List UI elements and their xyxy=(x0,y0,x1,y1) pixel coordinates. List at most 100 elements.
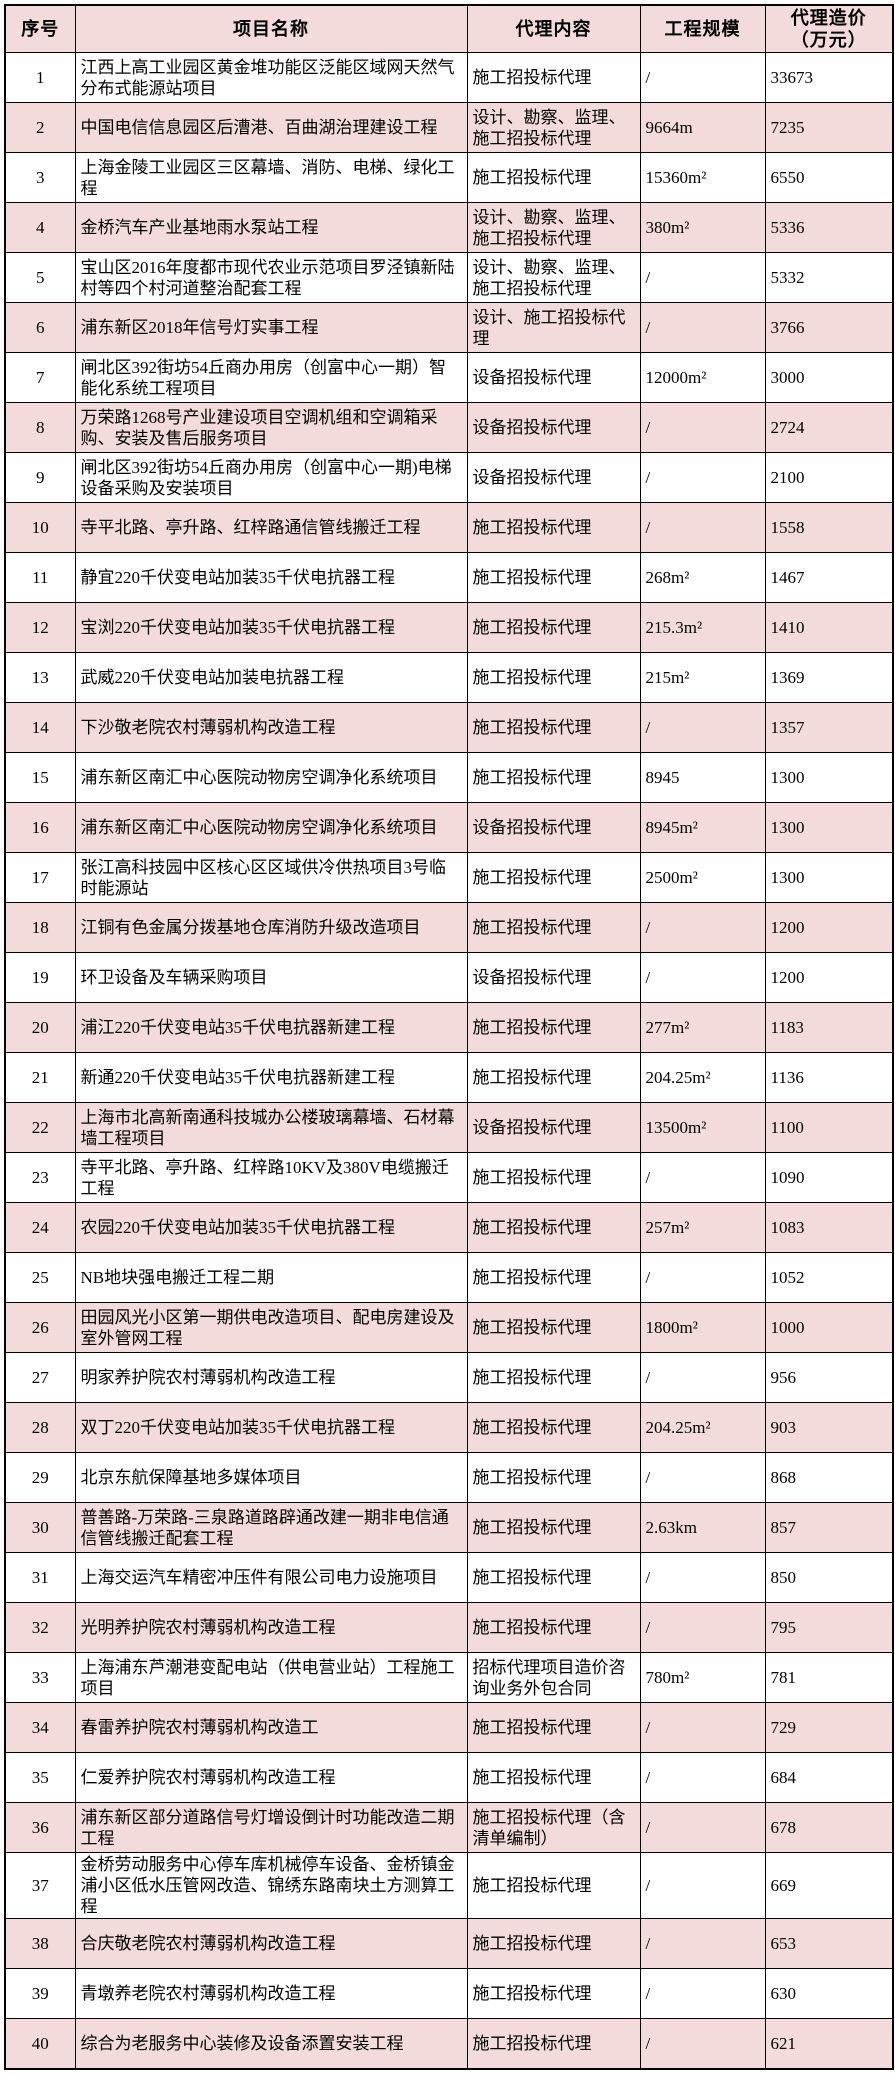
cell-scale: 215.3m² xyxy=(639,602,766,653)
cell-name: 宝山区2016年度都市现代农业示范项目罗泾镇新陆村等四个村河道整治配套工程 xyxy=(74,252,468,303)
cell-content: 施工招投标代理 xyxy=(466,702,641,753)
cell-cost: 6550 xyxy=(764,152,894,203)
column-header-index: 序号 xyxy=(4,4,76,53)
cell-cost: 1300 xyxy=(764,752,894,803)
cell-index: 40 xyxy=(4,2018,76,2069)
cell-scale: / xyxy=(639,1968,766,2019)
cell-scale: / xyxy=(639,1752,766,1803)
cell-name: 环卫设备及车辆采购项目 xyxy=(74,952,468,1003)
table-row: 4 金桥汽车产业基地雨水泵站工程 设计、勘察、监理、施工招投标代理 380m² 5336 xyxy=(4,202,894,253)
cell-cost: 729 xyxy=(764,1702,894,1753)
cell-name: 综合为老服务中心装修及设备添置安装工程 xyxy=(74,2018,468,2069)
table-row: 27 明家养护院农村薄弱机构改造工程 施工招投标代理/956 xyxy=(4,1352,894,1403)
cell-content: 施工招投标代理 xyxy=(466,1052,641,1103)
cell-content: 施工招投标代理 xyxy=(466,1452,641,1503)
table-row: 17 张江高科技园中区核心区区域供冷供热项目3号临时能源站 施工招投标代理 2500m… xyxy=(4,852,894,903)
cell-index: 27 xyxy=(4,1352,76,1403)
cell-content: 施工招投标代理 xyxy=(466,1152,641,1203)
cell-cost: 1200 xyxy=(764,952,894,1003)
cell-content: 施工招投标代理 xyxy=(466,852,641,903)
cell-index: 9 xyxy=(4,452,76,503)
cell-index: 37 xyxy=(4,1852,76,1919)
cell-index: 20 xyxy=(4,1002,76,1053)
cell-cost: 903 xyxy=(764,1402,894,1453)
cell-scale: 257m² xyxy=(639,1202,766,1253)
table-row: 33 上海浦东芦潮港变配电站（供电营业站）工程施工项目 招标代理项目造价咨询业务外包… xyxy=(4,1652,894,1703)
cell-index: 30 xyxy=(4,1502,76,1553)
table-row: 3 上海金陵工业园区三区幕墙、消防、电梯、绿化工程 施工招投标代理 15360m² 65… xyxy=(4,152,894,203)
cell-scale: / xyxy=(639,252,766,303)
cell-scale: / xyxy=(639,902,766,953)
cell-name: 浦江220千伏变电站35千伏电抗器新建工程 xyxy=(74,1002,468,1053)
cell-content: 施工招投标代理 xyxy=(466,1252,641,1303)
table-row: 9 闸北区392街坊54丘商办用房（创富中心一期)电梯设备采购及安装项目 设备招投标… xyxy=(4,452,894,503)
cell-index: 25 xyxy=(4,1252,76,1303)
cell-scale: / xyxy=(639,1552,766,1603)
cell-name: 宝浏220千伏变电站加装35千伏电抗器工程 xyxy=(74,602,468,653)
cell-cost: 1300 xyxy=(764,852,894,903)
cell-cost: 1300 xyxy=(764,802,894,853)
table-row: 6 浦东新区2018年信号灯实事工程 设计、施工招投标代理/3766 xyxy=(4,302,894,353)
table-row: 7 闸北区392街坊54丘商办用房（创富中心一期）智能化系统工程项目 设备招投标代理… xyxy=(4,352,894,403)
cell-scale: / xyxy=(639,1852,766,1919)
table-row: 40 综合为老服务中心装修及设备添置安装工程 施工招投标代理/621 xyxy=(4,2018,894,2069)
cell-cost: 653 xyxy=(764,1918,894,1969)
table-row: 2 中国电信信息园区后漕港、百曲湖治理建设工程 设计、勘察、监理、施工招投标代理 96… xyxy=(4,102,894,153)
cell-name: 寺平北路、亭升路、红梓路通信管线搬迁工程 xyxy=(74,502,468,553)
cell-cost: 1369 xyxy=(764,652,894,703)
cell-name: 金桥劳动服务中心停车库机械停车设备、金桥镇金浦小区低水压管网改造、锦绣东路南块土… xyxy=(74,1852,468,1919)
table-row: 28 双丁220千伏变电站加装35千伏电抗器工程 施工招投标代理 204.25m² 90… xyxy=(4,1402,894,1453)
cell-content: 施工招投标代理 xyxy=(466,1702,641,1753)
cell-name: 田园风光小区第一期供电改造项目、配电房建设及室外管网工程 xyxy=(74,1302,468,1353)
cell-name: 闸北区392街坊54丘商办用房（创富中心一期）智能化系统工程项目 xyxy=(74,352,468,403)
cell-name: 新通220千伏变电站35千伏电抗器新建工程 xyxy=(74,1052,468,1103)
cell-cost: 678 xyxy=(764,1802,894,1853)
cell-index: 4 xyxy=(4,202,76,253)
cell-cost: 33673 xyxy=(764,52,894,103)
table-row: 16 浦东新区南汇中心医院动物房空调净化系统项目 设备招投标代理 8945m² 1300 xyxy=(4,802,894,853)
cell-cost: 1183 xyxy=(764,1002,894,1053)
cell-content: 施工招投标代理 xyxy=(466,602,641,653)
cell-index: 38 xyxy=(4,1918,76,1969)
cell-cost: 956 xyxy=(764,1352,894,1403)
cell-content: 设备招投标代理 xyxy=(466,352,641,403)
cell-content: 施工招投标代理 xyxy=(466,1302,641,1353)
cell-content: 施工招投标代理 xyxy=(466,1968,641,2019)
table-row: 21 新通220千伏变电站35千伏电抗器新建工程 施工招投标代理 204.25m² 11… xyxy=(4,1052,894,1103)
cell-cost: 1136 xyxy=(764,1052,894,1103)
cell-scale: / xyxy=(639,302,766,353)
cell-scale: / xyxy=(639,952,766,1003)
cell-cost: 3000 xyxy=(764,352,894,403)
table-row: 10 寺平北路、亭升路、红梓路通信管线搬迁工程 施工招投标代理/1558 xyxy=(4,502,894,553)
cell-scale: / xyxy=(639,1918,766,1969)
cell-index: 36 xyxy=(4,1802,76,1853)
cell-content: 招标代理项目造价咨询业务外包合同 xyxy=(466,1652,641,1703)
cell-index: 29 xyxy=(4,1452,76,1503)
cell-name: 浦东新区部分道路信号灯增设倒计时功能改造二期工程 xyxy=(74,1802,468,1853)
cell-cost: 1052 xyxy=(764,1252,894,1303)
cell-content: 施工招投标代理 xyxy=(466,1602,641,1653)
cell-cost: 1000 xyxy=(764,1302,894,1353)
header-row: 序号 项目名称 代理内容 工程规模 代理造价 （万元） xyxy=(4,4,894,53)
cell-scale: 277m² xyxy=(639,1002,766,1053)
cell-scale: 204.25m² xyxy=(639,1402,766,1453)
cell-content: 设备招投标代理 xyxy=(466,1102,641,1153)
cell-content: 施工招投标代理 xyxy=(466,1202,641,1253)
cell-index: 35 xyxy=(4,1752,76,1803)
cell-scale: 1800m² xyxy=(639,1302,766,1353)
cell-content: 施工招投标代理 xyxy=(466,1852,641,1919)
cell-index: 24 xyxy=(4,1202,76,1253)
cell-scale: 268m² xyxy=(639,552,766,603)
cell-index: 14 xyxy=(4,702,76,753)
cell-name: NB地块强电搬迁工程二期 xyxy=(74,1252,468,1303)
cell-name: 上海浦东芦潮港变配电站（供电营业站）工程施工项目 xyxy=(74,1652,468,1703)
cell-index: 7 xyxy=(4,352,76,403)
table-row: 20 浦江220千伏变电站35千伏电抗器新建工程 施工招投标代理 277m² 1183 xyxy=(4,1002,894,1053)
cell-scale: 215m² xyxy=(639,652,766,703)
table-row: 14 下沙敬老院农村薄弱机构改造工程 施工招投标代理/1357 xyxy=(4,702,894,753)
cell-content: 施工招投标代理 xyxy=(466,152,641,203)
column-header-scale: 工程规模 xyxy=(639,4,766,53)
table-row: 23 寺平北路、亭升路、红梓路10KV及380V电缆搬迁工程 施工招投标代理/109… xyxy=(4,1152,894,1203)
cell-index: 21 xyxy=(4,1052,76,1103)
cell-scale: / xyxy=(639,2018,766,2069)
